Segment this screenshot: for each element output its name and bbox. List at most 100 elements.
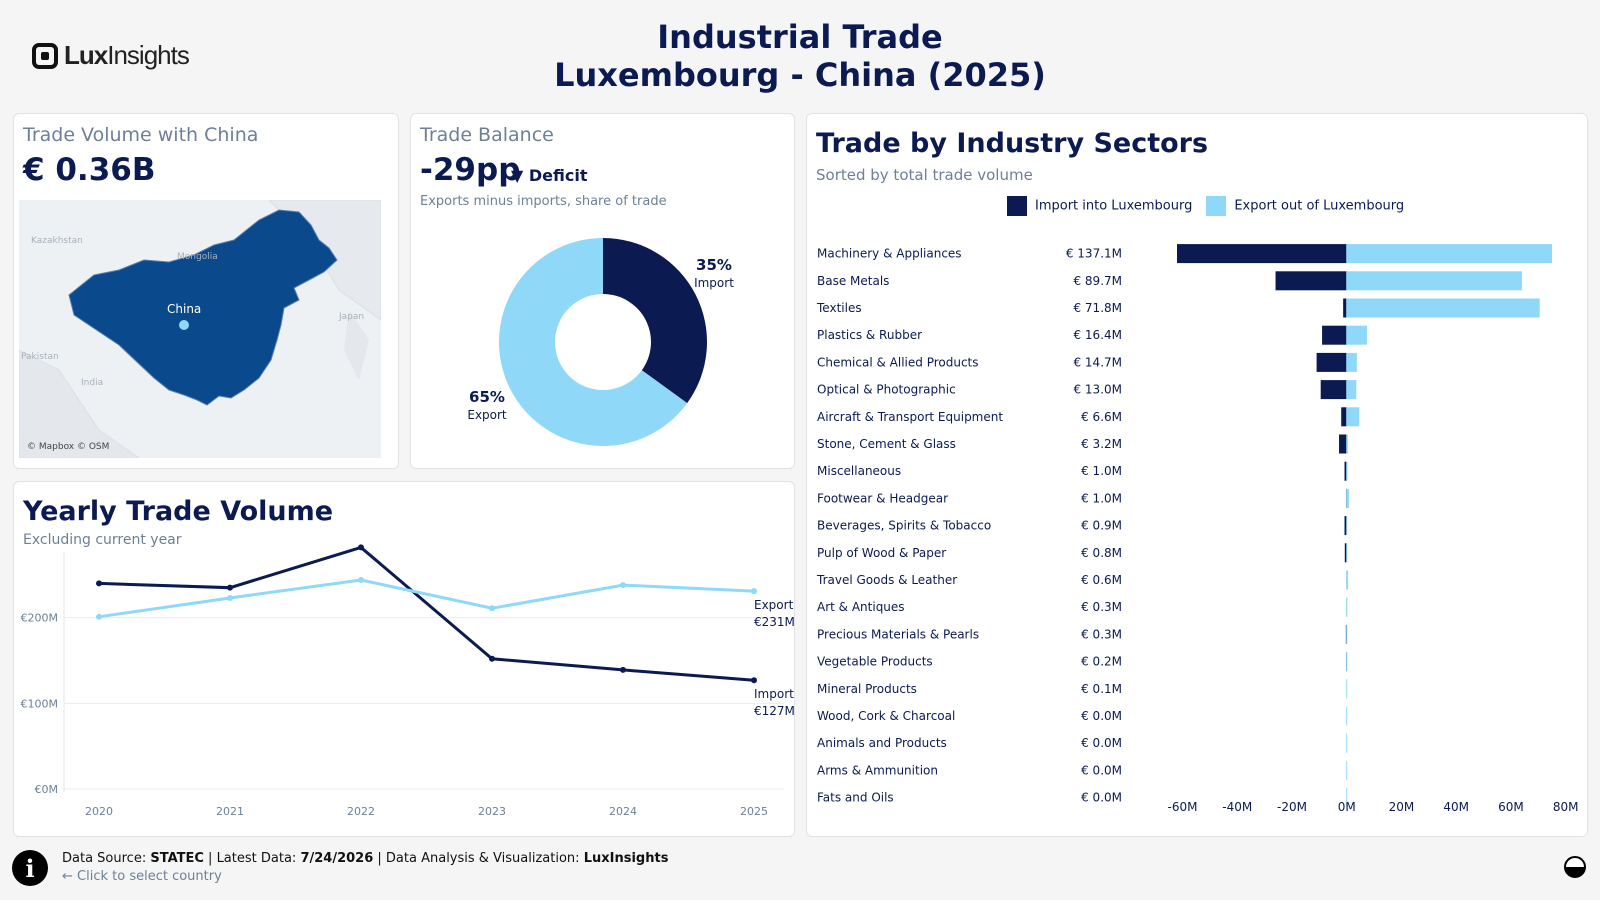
sector-total: € 0.0M: [1081, 791, 1122, 805]
sector-label: Aircraft & Transport Equipment: [817, 410, 1003, 424]
line-series-export: [98, 578, 755, 619]
end-label-value-export: €231M: [754, 615, 795, 629]
point-export: [96, 613, 102, 620]
title-line2: Luxembourg - China (2025): [554, 56, 1046, 94]
sector-label: Miscellaneous: [817, 464, 901, 478]
sector-total: € 0.8M: [1081, 546, 1122, 560]
sector-label: Vegetable Products: [817, 655, 933, 669]
deficit-badge: ▼ Deficit: [511, 166, 588, 185]
line-series-import: [98, 545, 755, 682]
sector-label: Travel Goods & Leather: [816, 573, 957, 587]
trade-volume-value: € 0.36B: [23, 152, 156, 188]
sector-total: € 0.3M: [1081, 627, 1122, 641]
china-map[interactable]: Kazakhstan Mongolia Japan Pakistan India…: [19, 200, 381, 458]
sector-total: € 1.0M: [1081, 464, 1122, 478]
sector-label: Textiles: [816, 301, 862, 315]
sector-total: € 89.7M: [1073, 274, 1122, 288]
bar-export: [1346, 488, 1349, 508]
point-import: [358, 544, 364, 551]
legend-import: Import into Luxembourg: [1007, 196, 1192, 216]
footer: i Data Source: STATEC | Latest Data: 7/2…: [12, 850, 668, 886]
bar-export: [1346, 570, 1349, 590]
bar-import: [1339, 434, 1347, 454]
sector-total: € 14.7M: [1073, 355, 1122, 369]
map-label-mongolia: Mongolia: [177, 252, 218, 262]
bar-import: [1344, 516, 1347, 536]
y-tick-label: €0M: [35, 783, 59, 796]
theme-toggle-icon[interactable]: [1564, 856, 1586, 878]
map-credit: © Mapbox © OSM: [27, 442, 110, 452]
map-label-kazakhstan: Kazakhstan: [31, 236, 83, 246]
sectors-bar-chart: Machinery & Appliances € 137.1M Base Metal…: [816, 244, 1579, 814]
donut-label-export: Export: [467, 408, 507, 422]
china-shape: [68, 209, 338, 406]
sector-total: € 3.2M: [1081, 437, 1122, 451]
sector-label: Precious Materials & Pearls: [817, 627, 979, 641]
sector-total: € 16.4M: [1073, 328, 1122, 342]
point-import: [489, 655, 495, 662]
map-label-pakistan: Pakistan: [21, 352, 59, 362]
end-label-name-import: Import: [754, 687, 794, 701]
sector-total: € 0.0M: [1081, 736, 1122, 750]
sector-total: € 6.6M: [1081, 410, 1122, 424]
trade-volume-title: Trade Volume with China: [23, 124, 259, 146]
map-svg: [19, 200, 381, 458]
sector-label: Mineral Products: [817, 682, 917, 696]
sector-total: € 0.3M: [1081, 600, 1122, 614]
y-tick-label: €100M: [21, 697, 59, 710]
point-export: [358, 576, 364, 583]
end-label-name-export: Export: [754, 598, 794, 612]
sector-label: Optical & Photographic: [817, 383, 956, 397]
sectors-title: Trade by Industry Sectors: [816, 128, 1209, 159]
bar-import: [1322, 325, 1347, 345]
bar-export: [1346, 244, 1552, 264]
bar-import: [1344, 461, 1347, 481]
bar-export: [1346, 434, 1348, 454]
sectors-subtitle: Sorted by total trade volume: [816, 166, 1033, 184]
point-import: [96, 580, 102, 587]
sector-total: € 71.8M: [1073, 301, 1122, 315]
donut-slice-import: [603, 238, 707, 404]
point-import: [620, 666, 626, 673]
end-label-value-import: €127M: [754, 704, 795, 718]
donut-label-import-pct: 35%: [696, 256, 732, 274]
point-export: [489, 605, 495, 612]
sector-label: Arms & Ammunition: [817, 763, 938, 777]
trade-balance-title: Trade Balance: [420, 124, 554, 146]
sector-label: Base Metals: [817, 274, 889, 288]
bar-import: [1316, 352, 1347, 372]
bar-import: [1341, 407, 1347, 427]
yearly-volume-card: Yearly Trade Volume Excluding current ye…: [13, 481, 795, 837]
bar-export: [1346, 407, 1360, 427]
logo-text: LuxInsights: [64, 40, 190, 70]
legend-export: Export out of Luxembourg: [1206, 196, 1404, 216]
sector-label: Chemical & Allied Products: [817, 355, 979, 369]
bar-import: [1343, 298, 1347, 318]
map-country-label: China: [167, 302, 202, 316]
yearly-title: Yearly Trade Volume: [23, 496, 334, 527]
select-country-link[interactable]: ← Click to select country: [62, 869, 222, 884]
info-icon[interactable]: i: [12, 850, 48, 886]
x-tick-label: 20M: [1389, 800, 1415, 814]
sector-total: € 13.0M: [1073, 383, 1122, 397]
footer-text: Data Source: STATEC | Latest Data: 7/24/…: [62, 850, 668, 886]
sector-label: Machinery & Appliances: [817, 247, 962, 261]
x-tick-label: 2020: [85, 805, 113, 818]
x-tick-label: -20M: [1277, 800, 1307, 814]
bar-export: [1346, 352, 1357, 372]
trade-balance-card: Trade Balance -29pp ▼ Deficit Exports mi…: [410, 113, 795, 469]
x-tick-label: 80M: [1553, 800, 1579, 814]
sector-total: € 0.6M: [1081, 573, 1122, 587]
map-label-india: India: [81, 378, 104, 388]
x-tick-label: -60M: [1167, 800, 1197, 814]
trade-balance-value: -29pp: [420, 152, 521, 188]
sector-label: Animals and Products: [817, 736, 947, 750]
page-title: Industrial Trade Luxembourg - China (202…: [0, 18, 1600, 94]
sector-total: € 137.1M: [1066, 247, 1122, 261]
sector-label: Fats and Oils: [817, 791, 894, 805]
title-line1: Industrial Trade: [657, 18, 943, 56]
trade-volume-card: Trade Volume with China € 0.36B Kazakhst…: [13, 113, 399, 469]
x-tick-label: 40M: [1443, 800, 1469, 814]
bar-export: [1346, 298, 1540, 318]
x-tick-label: 0M: [1338, 800, 1356, 814]
